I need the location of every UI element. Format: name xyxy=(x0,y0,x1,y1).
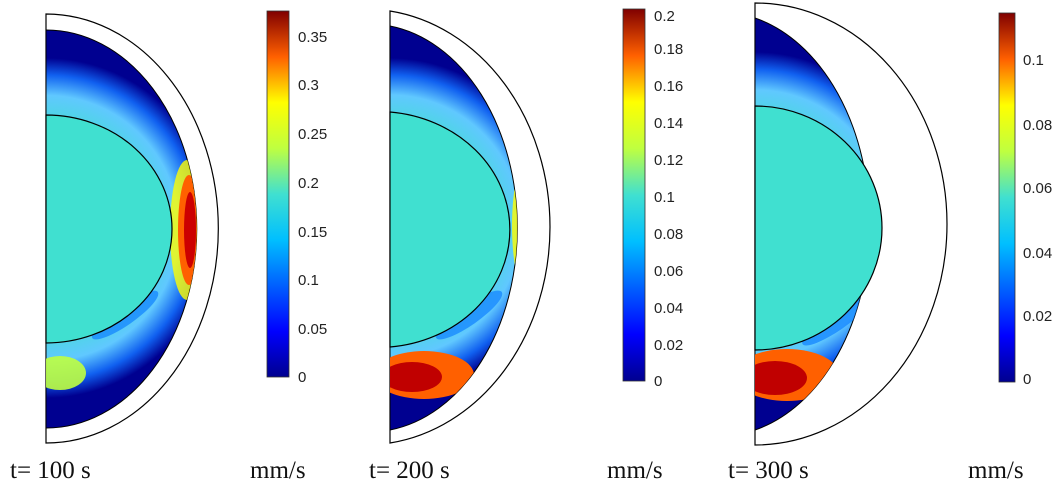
colorbar-tick: 0 xyxy=(298,369,307,386)
colorbar-tick: 0.35 xyxy=(298,29,328,46)
inner-core xyxy=(45,114,173,344)
colorbar-tick: 0.2 xyxy=(654,8,675,25)
velocity-field-plot xyxy=(754,2,1016,446)
colorbar-tick: 0.2 xyxy=(298,175,319,192)
colorbar-tick: 0.14 xyxy=(654,115,684,132)
colorbar-tick: 0.06 xyxy=(654,263,684,280)
colorbar-tick: 0.02 xyxy=(1023,308,1053,325)
colorbar-tick: 0.1 xyxy=(654,189,675,206)
colorbar-tick: 0.12 xyxy=(654,152,684,169)
colorbar-tick: 0.1 xyxy=(298,272,319,289)
colorbar-tick: 0.25 xyxy=(298,126,328,143)
colorbar-tick: 0.08 xyxy=(1023,117,1053,134)
time-label: t= 300 s xyxy=(728,457,809,484)
time-label: t= 200 s xyxy=(369,457,450,484)
colorbar-tick: 0.1 xyxy=(1023,52,1044,69)
colorbar-tick: 0.15 xyxy=(298,224,328,241)
colorbar-tick: 0.02 xyxy=(654,337,684,354)
unit-label: mm/s xyxy=(250,457,306,484)
colorbar-tick: 0.16 xyxy=(654,78,684,95)
velocity-field-plot xyxy=(45,10,290,444)
colorbar-tick: 0.04 xyxy=(654,300,684,317)
panel-t200: 0.2 0.18 0.16 0.14 0.12 0.1 0.08 0.06 0.… xyxy=(344,0,699,487)
unit-label: mm/s xyxy=(607,457,663,484)
colorbar-tick: 0 xyxy=(1023,371,1032,388)
colorbar xyxy=(998,12,1016,383)
colorbar-tick: 0 xyxy=(654,373,663,390)
panel-t300: 0.1 0.08 0.06 0.04 0.02 0 t= 300 s mm/s xyxy=(709,0,1055,487)
inner-core xyxy=(754,105,883,351)
colorbar-tick: 0.08 xyxy=(654,226,684,243)
inner-core xyxy=(389,111,511,348)
panel-t100: 0.35 0.3 0.25 0.2 0.15 0.1 0.05 0 t= 100… xyxy=(0,0,355,487)
colorbar-tick: 0.05 xyxy=(298,321,328,338)
colorbar-tick: 0.3 xyxy=(298,77,319,94)
colorbar-tick: 0.06 xyxy=(1023,180,1053,197)
velocity-field-plot xyxy=(389,8,646,444)
colorbar-tick: 0.18 xyxy=(654,41,684,58)
colorbar-tick: 0.04 xyxy=(1023,245,1053,262)
colorbar xyxy=(622,8,646,382)
colorbar xyxy=(266,10,290,378)
time-label: t= 100 s xyxy=(10,457,91,484)
unit-label: mm/s xyxy=(968,457,1024,484)
